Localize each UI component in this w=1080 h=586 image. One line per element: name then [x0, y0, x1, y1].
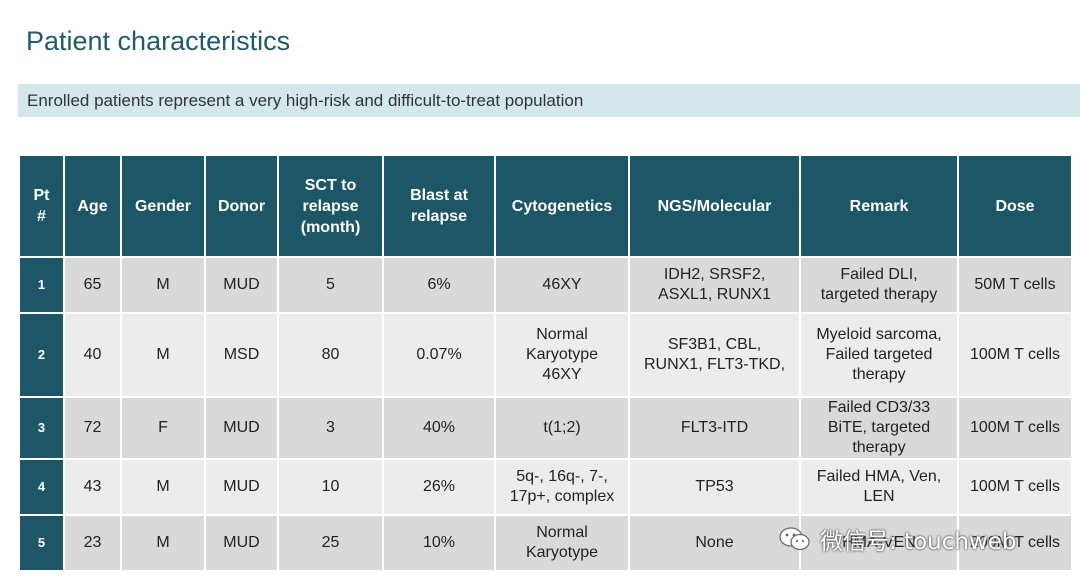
header-dose: Dose: [957, 154, 1073, 258]
cell-pt-number: 5: [18, 514, 65, 572]
cell-donor: MSD: [204, 312, 279, 398]
cell-pt-number: 2: [18, 312, 65, 398]
table-row: 4 43 M MUD 10 26% 5q-, 16q-, 7-, 17p+, c…: [18, 458, 1073, 516]
cell-gender: M: [120, 514, 206, 572]
cell-sct-to-relapse: 10: [277, 458, 384, 516]
cell-dose: 100M T cells: [957, 312, 1073, 398]
cell-remark: HMA-VEN: [799, 514, 959, 572]
cell-blast-at-relapse: 0.07%: [382, 312, 496, 398]
patient-table: Pt # Age Gender Donor SCT to relapse (mo…: [18, 154, 1073, 572]
cell-ngs-molecular: None: [628, 514, 801, 572]
watermark: 微信号: touchweb: [778, 522, 1017, 556]
cell-ngs-molecular: TP53: [628, 458, 801, 516]
cell-donor: MUD: [204, 458, 279, 516]
cell-blast-at-relapse: 10%: [382, 514, 496, 572]
cell-remark: Myeloid sarcoma, Failed targeted therapy: [799, 312, 959, 398]
cell-cytogenetics: 5q-, 16q-, 7-, 17p+, complex: [494, 458, 630, 516]
banner-text: Enrolled patients represent a very high-…: [27, 91, 584, 110]
cell-pt-number: 1: [18, 256, 65, 314]
subtitle-banner: Enrolled patients represent a very high-…: [18, 84, 1080, 117]
cell-remark: Failed DLI, targeted therapy: [799, 256, 959, 314]
cell-sct-to-relapse: 25: [277, 514, 384, 572]
header-sct-to-relapse: SCT to relapse (month): [277, 154, 384, 258]
cell-ngs-molecular: IDH2, SRSF2, ASXL1, RUNX1: [628, 256, 801, 314]
watermark-text: 微信号: touchweb: [820, 529, 1017, 555]
cell-ngs-molecular: SF3B1, CBL, RUNX1, FLT3-TKD,: [628, 312, 801, 398]
cell-dose: 200M T cells: [957, 514, 1073, 572]
cell-age: 23: [63, 514, 122, 572]
cell-donor: MUD: [204, 256, 279, 314]
page-title: Patient characteristics: [26, 26, 291, 56]
cell-blast-at-relapse: 6%: [382, 256, 496, 314]
cell-ngs-molecular: FLT3-ITD: [628, 396, 801, 460]
cell-gender: F: [120, 396, 206, 460]
cell-sct-to-relapse: 80: [277, 312, 384, 398]
header-pt-number: Pt #: [18, 154, 65, 258]
cell-blast-at-relapse: 26%: [382, 458, 496, 516]
cell-dose: 50M T cells: [957, 256, 1073, 314]
header-cytogenetics: Cytogenetics: [494, 154, 630, 258]
wechat-icon: [779, 527, 810, 551]
cell-remark: Failed CD3/33 BiTE, targeted therapy: [799, 396, 959, 460]
cell-cytogenetics: Normal Karyotype 46XY: [494, 312, 630, 398]
table-row: 2 40 M MSD 80 0.07% Normal Karyotype 46X…: [18, 312, 1073, 398]
header-age: Age: [63, 154, 122, 258]
cell-pt-number: 3: [18, 396, 65, 460]
cell-blast-at-relapse: 40%: [382, 396, 496, 460]
cell-remark: Failed HMA, Ven, LEN: [799, 458, 959, 516]
cell-cytogenetics: Normal Karyotype: [494, 514, 630, 572]
cell-gender: M: [120, 458, 206, 516]
table-row: 5 23 M MUD 25 10% Normal Karyotype None …: [18, 514, 1073, 572]
header-gender: Gender: [120, 154, 206, 258]
cell-donor: MUD: [204, 396, 279, 460]
cell-dose: 100M T cells: [957, 396, 1073, 460]
header-ngs-molecular: NGS/Molecular: [628, 154, 801, 258]
cell-age: 40: [63, 312, 122, 398]
table-row: 1 65 M MUD 5 6% 46XY IDH2, SRSF2, ASXL1,…: [18, 256, 1073, 314]
cell-dose: 100M T cells: [957, 458, 1073, 516]
cell-age: 72: [63, 396, 122, 460]
header-donor: Donor: [204, 154, 279, 258]
header-blast-at-relapse: Blast at relapse: [382, 154, 496, 258]
cell-age: 43: [63, 458, 122, 516]
cell-cytogenetics: 46XY: [494, 256, 630, 314]
cell-sct-to-relapse: 5: [277, 256, 384, 314]
header-remark: Remark: [799, 154, 959, 258]
cell-age: 65: [63, 256, 122, 314]
table-header-row: Pt # Age Gender Donor SCT to relapse (mo…: [18, 154, 1073, 258]
cell-gender: M: [120, 256, 206, 314]
table-row: 3 72 F MUD 3 40% t(1;2) FLT3-ITD Failed …: [18, 396, 1073, 460]
cell-cytogenetics: t(1;2): [494, 396, 630, 460]
cell-sct-to-relapse: 3: [277, 396, 384, 460]
cell-pt-number: 4: [18, 458, 65, 516]
cell-donor: MUD: [204, 514, 279, 572]
cell-gender: M: [120, 312, 206, 398]
